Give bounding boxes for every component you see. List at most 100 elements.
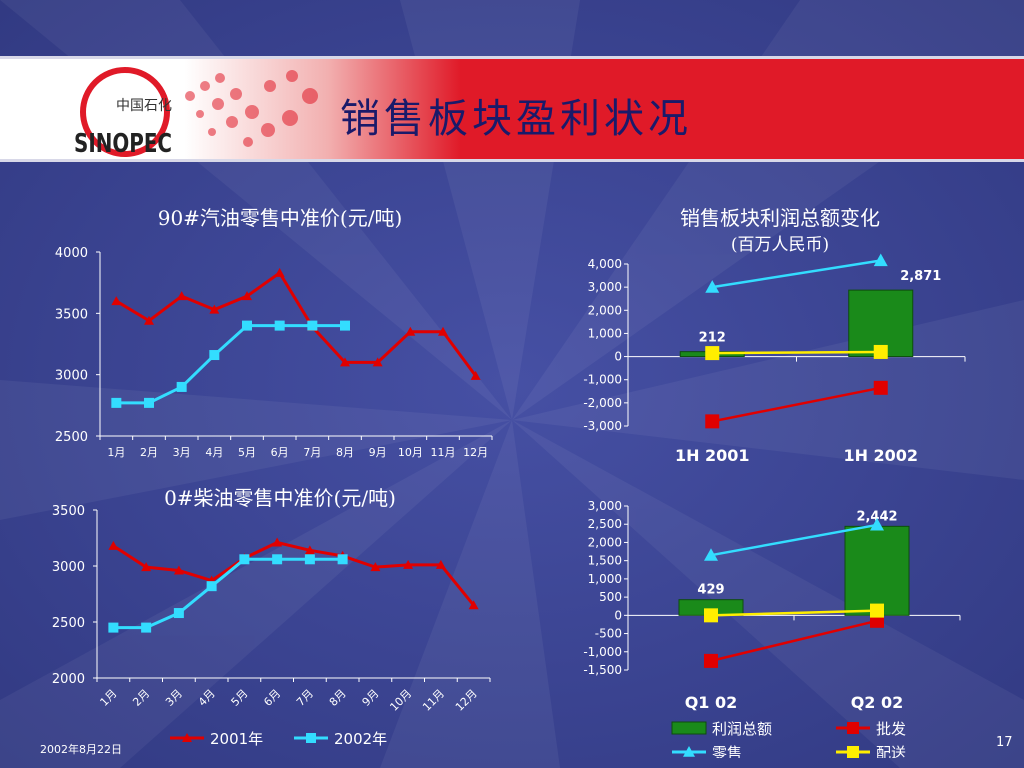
slide-page-number: 17 xyxy=(996,735,1013,750)
profit-series-line xyxy=(712,259,881,289)
x-tick-label: 8月 xyxy=(336,446,354,459)
x-tick-label: 11月 xyxy=(420,687,447,714)
x-tick-label: 7月 xyxy=(294,687,316,709)
series-point-1 xyxy=(141,562,152,572)
x-tick-label: 2月 xyxy=(140,446,158,459)
series-line-2 xyxy=(113,557,343,630)
x-tick-label: 10月 xyxy=(398,446,423,459)
category-label: 1H 2002 xyxy=(843,446,918,465)
series-point-2 xyxy=(108,622,119,633)
x-tick-label: 2月 xyxy=(130,687,152,709)
x-tick-label: 4月 xyxy=(205,446,223,459)
bar-value-label: 2,871 xyxy=(900,269,941,284)
profit-chart-title: 销售板块利润总额变化 xyxy=(680,206,880,230)
legend-label: 2002年 xyxy=(334,730,387,748)
gasoline-price-chart: 4000 3500 3000 2500 1月 2月 3月 4月 5月 6月 7月 8月 9月 10月 11月… xyxy=(55,246,493,459)
profit-series-point xyxy=(705,280,720,293)
profit-series-line xyxy=(710,609,878,617)
legend-label: 2001年 xyxy=(210,730,263,748)
profit-series-point xyxy=(704,653,718,668)
profit-series-point xyxy=(873,253,888,267)
x-tick-label: 3月 xyxy=(163,687,185,709)
bar-value-label: 212 xyxy=(699,331,726,346)
legend-label: 配送 xyxy=(876,744,906,758)
series-point-1 xyxy=(144,315,154,325)
legend-marker xyxy=(847,746,859,758)
y-tick-label: -2,000 xyxy=(583,396,622,410)
y-tick-label: 0 xyxy=(614,608,622,622)
series-point-1 xyxy=(108,540,119,550)
series-point-2 xyxy=(176,381,187,392)
y-tick-label: 2500 xyxy=(55,430,88,445)
y-tick-label: 3,000 xyxy=(588,499,622,513)
slide-date: 2002年8月22日 xyxy=(40,743,122,756)
y-tick-label: -500 xyxy=(595,627,622,641)
y-tick-label: 2,500 xyxy=(588,517,622,531)
x-tick-label: 8月 xyxy=(327,687,349,709)
profit-series-line xyxy=(712,350,881,355)
diesel-chart-title: 0#柴油零售中准价(元/吨) xyxy=(164,486,396,510)
y-tick-label: 2,000 xyxy=(588,535,622,549)
legend-marker xyxy=(847,722,859,734)
y-tick-label: 1,000 xyxy=(588,572,622,586)
x-tick-label: 3月 xyxy=(173,446,191,459)
y-tick-label: 3500 xyxy=(52,504,85,519)
profit-chart-subtitle: (百万人民币) xyxy=(730,235,830,255)
series-point-1 xyxy=(340,357,350,367)
profit-series-point xyxy=(870,517,884,531)
x-tick-label: 4月 xyxy=(196,687,218,709)
y-tick-label: 4000 xyxy=(55,246,88,261)
gasoline-chart-title: 90#汽油零售中准价(元/吨) xyxy=(157,206,403,230)
sinopec-logo: 中国石化 SINOPEC xyxy=(74,67,172,158)
series-point-2 xyxy=(337,554,348,565)
y-tick-label: 1,500 xyxy=(588,554,622,568)
y-tick-label: -1,500 xyxy=(583,663,622,677)
y-tick-label: 2,000 xyxy=(588,303,622,317)
series-point-1 xyxy=(111,296,122,306)
series-point-2 xyxy=(307,320,318,331)
y-tick-label: 1,000 xyxy=(588,326,622,340)
legend-swatch xyxy=(671,721,707,735)
bar-value-label: 2,442 xyxy=(856,509,897,524)
legend-marker xyxy=(683,746,695,757)
profit-series-point xyxy=(704,548,718,561)
y-tick-label: 2000 xyxy=(52,672,85,687)
profit-series-line xyxy=(710,523,878,557)
x-tick-label: 7月 xyxy=(303,446,321,459)
profit-series-point xyxy=(705,414,720,429)
legend-label: 利润总额 xyxy=(712,720,772,738)
series-point-1 xyxy=(470,370,481,380)
profit-quarter-chart: 3,000 2,500 2,000 1,500 1,000 500 0 -500 -1,000 -… xyxy=(583,499,961,758)
series-point-2 xyxy=(111,397,122,408)
profit-half-year-chart: 4,000 3,000 2,000 1,000 0 -1,000 -2,000 -3,000 2… xyxy=(583,253,966,465)
series-point-1 xyxy=(304,545,315,555)
y-tick-label: -1,000 xyxy=(583,645,622,659)
legend-marker xyxy=(182,733,192,742)
y-tick-label: 4,000 xyxy=(588,257,622,271)
y-tick-label: 2500 xyxy=(52,616,85,631)
series-point-1 xyxy=(372,357,383,367)
x-tick-label: 5月 xyxy=(229,687,251,709)
profit-series-point xyxy=(873,344,888,359)
category-label: Q2 02 xyxy=(851,693,904,712)
profit-series-point xyxy=(705,346,720,361)
series-line-2 xyxy=(116,324,345,405)
y-tick-label: -3,000 xyxy=(583,419,622,433)
y-tick-label: 0 xyxy=(614,350,622,364)
y-tick-label: 3,000 xyxy=(588,280,622,294)
series-point-1 xyxy=(272,537,283,547)
x-tick-label: 10月 xyxy=(387,687,414,714)
y-tick-label: 3500 xyxy=(55,307,88,322)
series-point-2 xyxy=(141,622,152,633)
profit-series-line xyxy=(712,386,881,423)
series-point-2 xyxy=(206,581,217,592)
series-point-1 xyxy=(173,565,184,575)
category-label: 1H 2001 xyxy=(675,446,750,465)
legend-label: 零售 xyxy=(712,744,742,758)
logo-chinese-text: 中国石化 xyxy=(116,98,172,114)
category-label: Q1 02 xyxy=(685,693,738,712)
y-tick-label: 500 xyxy=(599,590,622,604)
series-point-2 xyxy=(304,554,315,565)
series-point-2 xyxy=(274,320,285,331)
x-tick-label: 12月 xyxy=(463,446,488,459)
